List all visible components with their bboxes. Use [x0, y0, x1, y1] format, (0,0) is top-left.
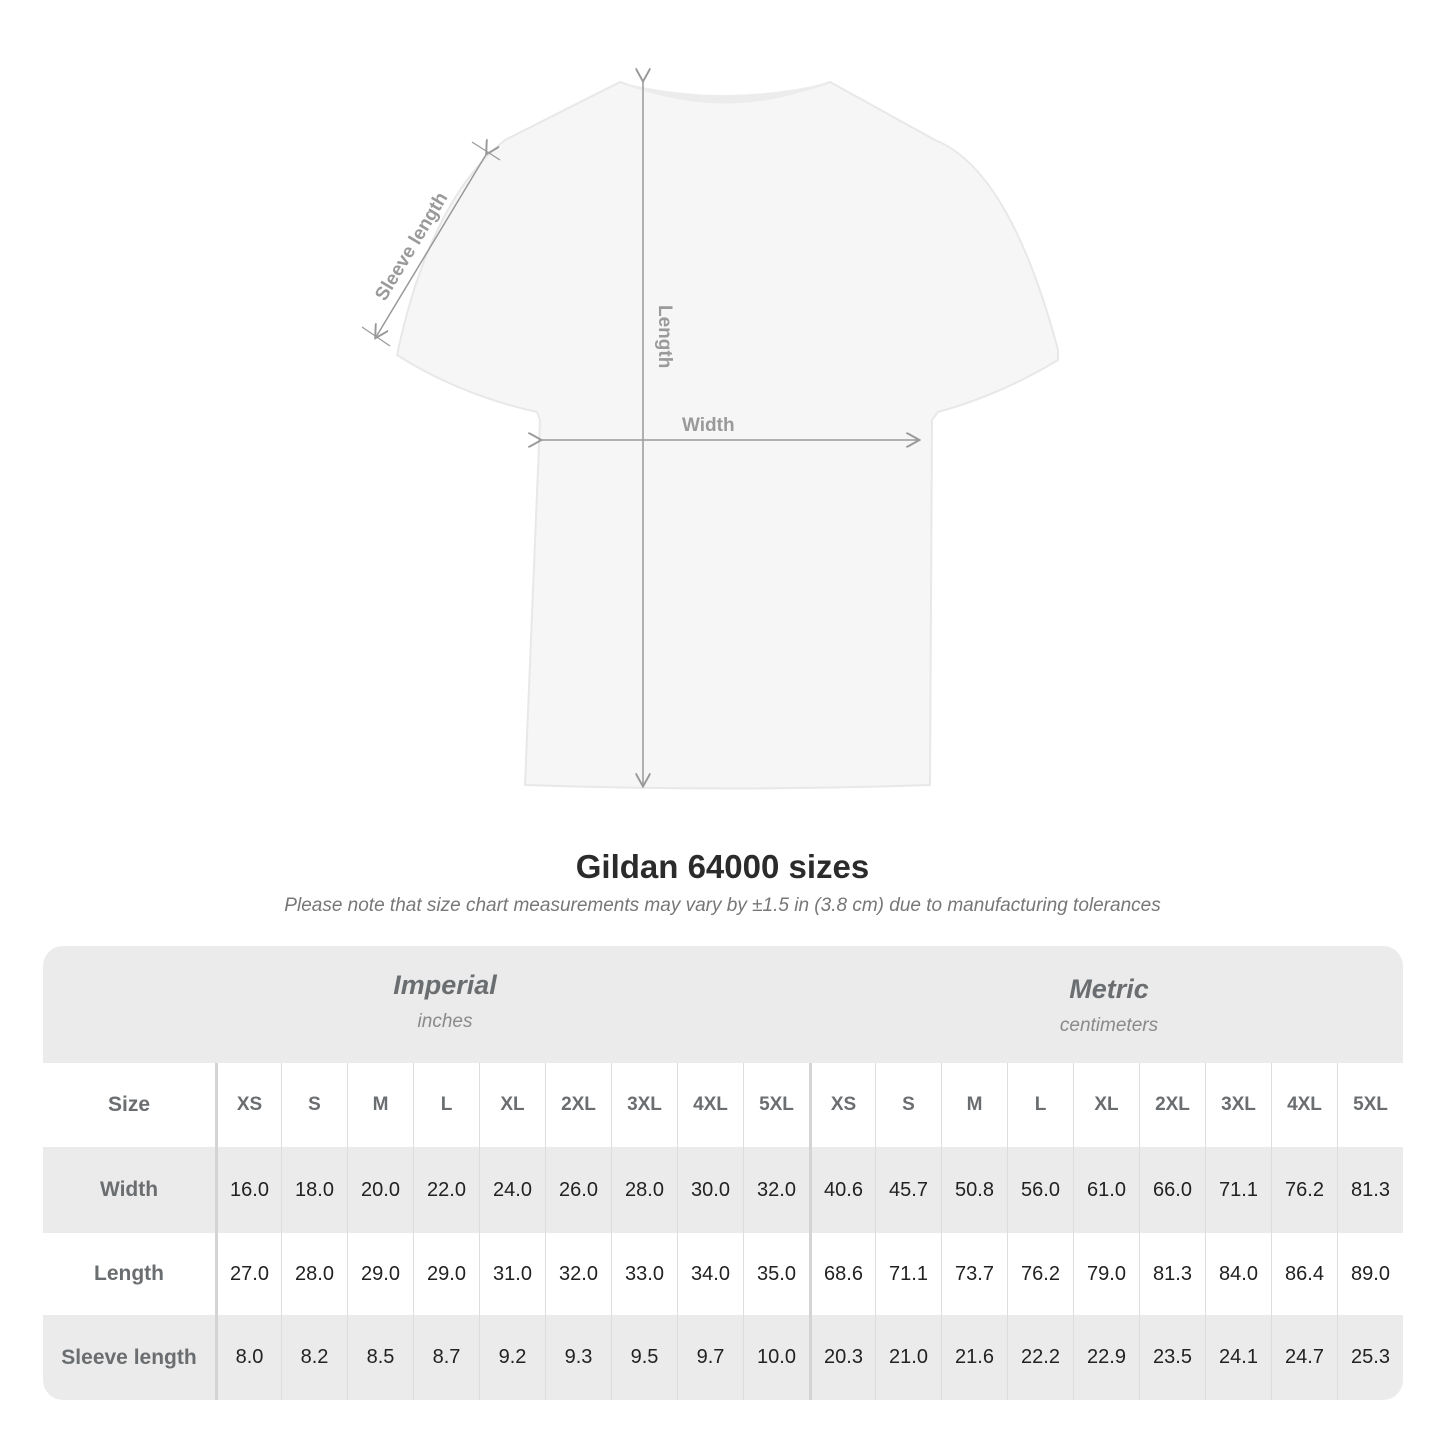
size-header-cell: S — [281, 1063, 347, 1147]
metric-value-cell: 21.0 — [875, 1315, 941, 1400]
row-label: Width — [99, 1178, 159, 1201]
metric-value-cell: 73.7 — [941, 1233, 1007, 1315]
imperial-value-cell: 24.0 — [479, 1147, 545, 1233]
imperial-value-cell: 20.0 — [347, 1147, 413, 1233]
length-label: Length — [654, 305, 675, 368]
imperial-value-cell: 8.7 — [413, 1315, 479, 1400]
size-header-row: Size XS S M L XL 2XL 3XL 4XL 5XL XS S M L XL 2XL 3XL 4XL 5… — [43, 1063, 1403, 1147]
imperial-unit: inches — [417, 1011, 473, 1032]
metric-value-cell: 23.5 — [1139, 1315, 1205, 1400]
imperial-value-cell: 35.0 — [743, 1233, 809, 1315]
metric-value-cell: 71.1 — [1205, 1147, 1271, 1233]
metric-value-cell: 79.0 — [1073, 1233, 1139, 1315]
size-header-cell: L — [1007, 1063, 1073, 1147]
metric-value-cell: 71.1 — [875, 1233, 941, 1315]
metric-value-cell: 68.6 — [809, 1233, 875, 1315]
imperial-value-cell: 29.0 — [347, 1233, 413, 1315]
imperial-value-cell: 29.0 — [413, 1233, 479, 1315]
size-header-cell: 4XL — [1271, 1063, 1337, 1147]
imperial-value-cell: 8.5 — [347, 1315, 413, 1400]
imperial-value-cell: 8.2 — [281, 1315, 347, 1400]
size-header-cell: 5XL — [743, 1063, 809, 1147]
imperial-value-cell: 16.0 — [215, 1147, 281, 1233]
imperial-header: Imperial inches — [215, 970, 675, 1087]
size-header-cell: 2XL — [545, 1063, 611, 1147]
row-label: Sleeve length — [61, 1345, 197, 1369]
size-header-cell: L — [413, 1063, 479, 1147]
size-header-cell: XL — [479, 1063, 545, 1147]
metric-value-cell: 25.3 — [1337, 1315, 1403, 1400]
metric-value-cell: 86.4 — [1271, 1233, 1337, 1315]
imperial-value-cell: 18.0 — [281, 1147, 347, 1233]
size-label: Size — [107, 1093, 151, 1116]
metric-value-cell: 56.0 — [1007, 1147, 1073, 1233]
tshirt-diagram: Sleeve length Length Width — [361, 0, 1059, 790]
metric-value-cell: 66.0 — [1139, 1147, 1205, 1233]
metric-value-cell: 61.0 — [1073, 1147, 1139, 1233]
imperial-value-cell: 33.0 — [611, 1233, 677, 1315]
metric-value-cell: 22.2 — [1007, 1315, 1073, 1400]
size-header-cell: M — [347, 1063, 413, 1147]
imperial-value-cell: 10.0 — [743, 1315, 809, 1400]
sleeve-arrow — [376, 153, 487, 337]
metric-value-cell: 20.3 — [809, 1315, 875, 1400]
size-header-cell: XS — [809, 1063, 875, 1147]
imperial-value-cell: 30.0 — [677, 1147, 743, 1233]
metric-value-cell: 45.7 — [875, 1147, 941, 1233]
size-header-cell: XS — [215, 1063, 281, 1147]
table-row: Length 27.0 28.0 29.0 29.0 31.0 32.0 33.0 34.0 35… — [43, 1233, 1403, 1315]
imperial-value-cell: 9.3 — [545, 1315, 611, 1400]
metric-header: Metric centimeters — [809, 974, 1403, 1091]
size-header-cell: S — [875, 1063, 941, 1147]
table-row: Sleeve length 8.0 8.2 8.5 8.7 9.2 9.3 9.5 9.7 10.… — [43, 1315, 1403, 1400]
imperial-value-cell: 9.5 — [611, 1315, 677, 1400]
metric-value-cell: 40.6 — [809, 1147, 875, 1233]
size-header-cell: 4XL — [677, 1063, 743, 1147]
metric-value-cell: 81.3 — [1337, 1147, 1403, 1233]
imperial-value-cell: 26.0 — [545, 1147, 611, 1233]
metric-value-cell: 50.8 — [941, 1147, 1007, 1233]
imperial-value-cell: 9.7 — [677, 1315, 743, 1400]
metric-title: Metric — [1069, 974, 1149, 1004]
metric-value-cell: 81.3 — [1139, 1233, 1205, 1315]
size-header-cell: 5XL — [1337, 1063, 1403, 1147]
imperial-value-cell: 28.0 — [281, 1233, 347, 1315]
page-title: Gildan 64000 sizes — [575, 848, 870, 885]
row-label: Length — [94, 1262, 164, 1285]
imperial-title: Imperial — [393, 970, 497, 1000]
metric-value-cell: 76.2 — [1007, 1233, 1073, 1315]
metric-value-cell: 76.2 — [1271, 1147, 1337, 1233]
imperial-value-cell: 32.0 — [743, 1147, 809, 1233]
width-label: Width — [682, 415, 735, 436]
imperial-value-cell: 8.0 — [215, 1315, 281, 1400]
metric-value-cell: 24.1 — [1205, 1315, 1271, 1400]
imperial-value-cell: 31.0 — [479, 1233, 545, 1315]
tolerance-note: Please note that size chart measurements… — [284, 895, 1161, 916]
imperial-value-cell: 28.0 — [611, 1147, 677, 1233]
size-table: Imperial inches Metric centimeters Size X… — [43, 946, 1403, 1400]
metric-value-cell: 89.0 — [1337, 1233, 1403, 1315]
metric-value-cell: 24.7 — [1271, 1315, 1337, 1400]
imperial-value-cell: 9.2 — [479, 1315, 545, 1400]
size-header-cell: 3XL — [611, 1063, 677, 1147]
metric-value-cell: 84.0 — [1205, 1233, 1271, 1315]
table-row: Width 16.0 18.0 20.0 22.0 24.0 26.0 28.0 30.0 32.… — [43, 1147, 1403, 1233]
imperial-value-cell: 34.0 — [677, 1233, 743, 1315]
imperial-value-cell: 32.0 — [545, 1233, 611, 1315]
metric-value-cell: 21.6 — [941, 1315, 1007, 1400]
size-header-cell: XL — [1073, 1063, 1139, 1147]
size-header-cell: 2XL — [1139, 1063, 1205, 1147]
imperial-value-cell: 22.0 — [413, 1147, 479, 1233]
imperial-value-cell: 27.0 — [215, 1233, 281, 1315]
size-header-cell: 3XL — [1205, 1063, 1271, 1147]
metric-value-cell: 22.9 — [1073, 1315, 1139, 1400]
metric-unit: centimeters — [1059, 1015, 1159, 1036]
size-header-cell: M — [941, 1063, 1007, 1147]
